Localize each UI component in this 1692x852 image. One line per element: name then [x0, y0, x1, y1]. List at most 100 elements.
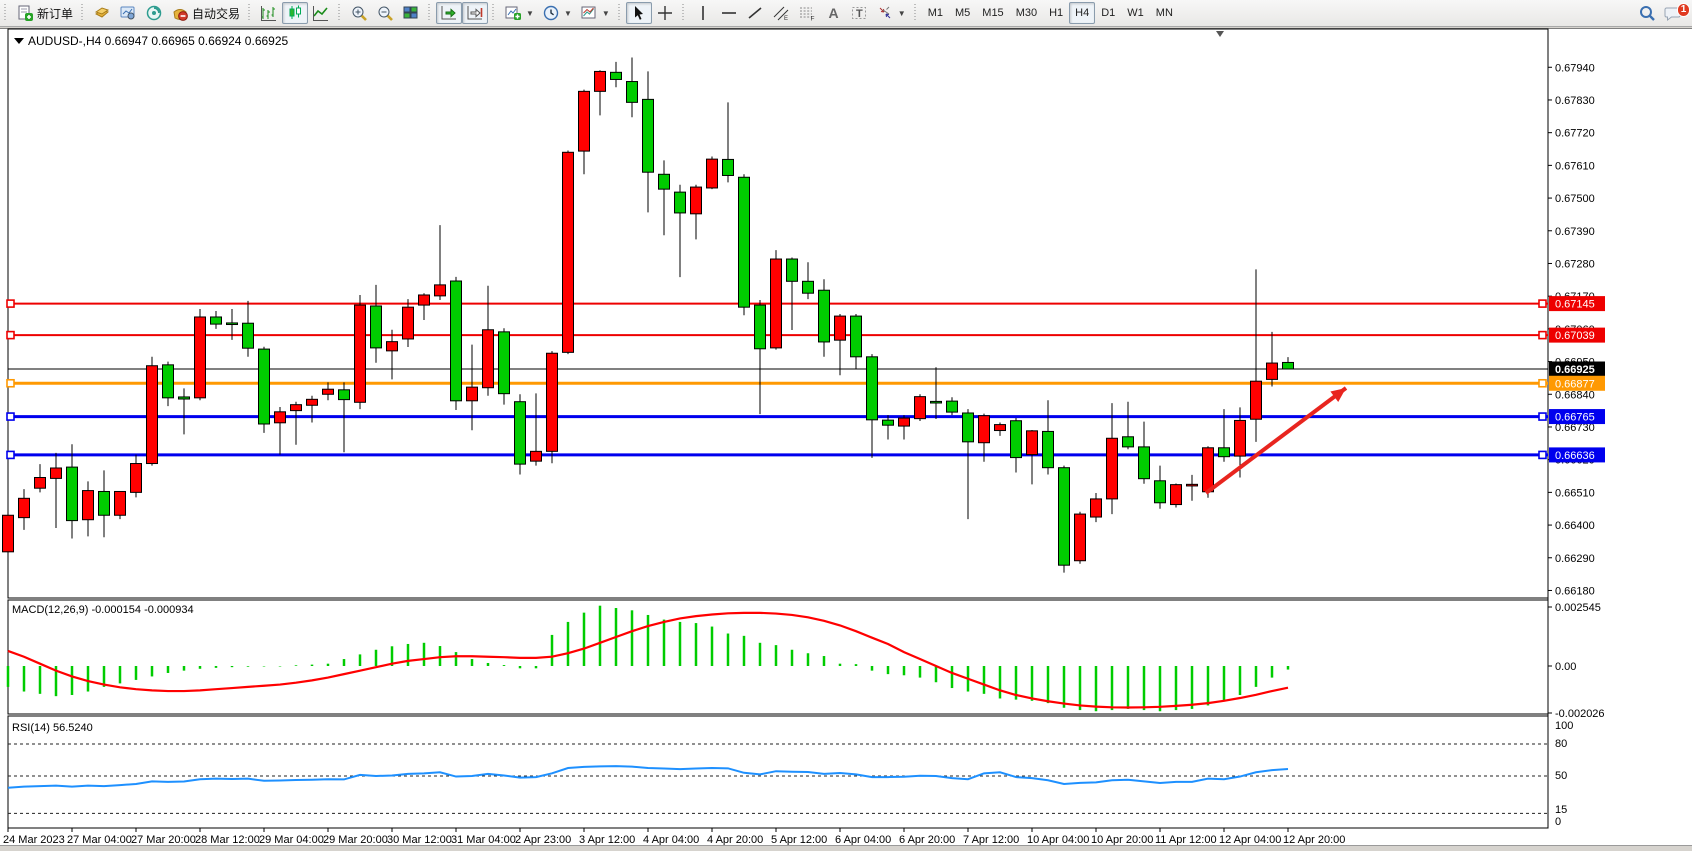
candle-bear — [1042, 430, 1054, 469]
candle-bear — [1058, 467, 1070, 566]
tf-m30-button[interactable]: M30 — [1010, 2, 1043, 24]
date-tick-label: 6 Apr 20:00 — [899, 834, 955, 846]
channel-button[interactable]: E — [768, 2, 794, 24]
candle-bear — [642, 98, 654, 173]
label-button[interactable]: T — [846, 2, 872, 24]
price-axis[interactable]: 0.67940 0.67830 0.67720 0.67610 0.67500 0.673… — [1548, 62, 1595, 597]
line-handle[interactable] — [6, 450, 15, 460]
tf-m30-button-label: M30 — [1015, 7, 1038, 19]
candle-bull — [274, 411, 286, 424]
tf-m15-button[interactable]: M15 — [976, 2, 1009, 24]
candle-bull — [898, 417, 910, 427]
tf-h4-button[interactable]: H4 — [1069, 2, 1096, 24]
chart-window[interactable]: 0.67940 0.67830 0.67720 0.67610 0.67500 0.673… — [0, 28, 1692, 852]
indicators-icon — [505, 6, 522, 20]
line-handle[interactable] — [1538, 412, 1547, 421]
periods-button[interactable]: ▼ — [538, 2, 576, 24]
candle-bull — [50, 467, 62, 479]
auto-scroll-button[interactable] — [436, 2, 463, 24]
candle-bear — [850, 315, 862, 358]
search-button[interactable] — [1634, 2, 1660, 24]
line-handle[interactable] — [1538, 378, 1547, 388]
macd-axis[interactable]: 0.002545 0.00 -0.002026 — [1548, 602, 1605, 720]
line-handle[interactable] — [6, 412, 15, 421]
zoom-out-button[interactable] — [372, 2, 398, 24]
chart-shift-marker[interactable] — [1216, 31, 1224, 37]
charts-button[interactable] — [115, 2, 141, 24]
candle-bear — [258, 348, 270, 425]
line-handle[interactable] — [6, 330, 15, 340]
price-tick-label: 0.67830 — [1555, 95, 1595, 107]
rsi-axis[interactable]: 100 80 50 150 — [1555, 720, 1573, 828]
indicators-button[interactable]: ▼ — [500, 2, 538, 24]
svg-text:A: A — [828, 5, 838, 21]
candle-bear — [1218, 447, 1230, 458]
toolbar-group-grip — [913, 4, 919, 22]
price-badge — [1549, 327, 1605, 343]
cursor-icon — [634, 6, 643, 20]
autoscroll-icon — [441, 6, 457, 20]
candle-bull — [114, 490, 126, 516]
zoom-in-icon — [352, 6, 367, 21]
tf-mn-button[interactable]: MN — [1150, 2, 1179, 24]
candle-bear — [1282, 361, 1294, 370]
tile-windows-button[interactable] — [398, 2, 424, 24]
tf-d1-button[interactable]: D1 — [1095, 2, 1121, 24]
candle-chart-button[interactable] — [282, 2, 309, 24]
chart-shift-button[interactable] — [462, 2, 489, 24]
macd-tick-label: 0.00 — [1555, 661, 1576, 673]
toolbar-group-grip — [81, 4, 87, 22]
vline-button[interactable] — [690, 2, 716, 24]
candle-bull — [290, 404, 302, 412]
line-handle[interactable] — [1538, 330, 1547, 340]
candle-bull — [706, 158, 718, 189]
candle-bull — [1250, 380, 1262, 420]
autotrade-button[interactable]: 自动交易 — [167, 2, 244, 24]
arrows-button[interactable]: ▼ — [872, 2, 910, 24]
text-button[interactable]: A — [820, 2, 846, 24]
line-handle[interactable] — [1538, 450, 1547, 460]
macd-tick-label: 0.002545 — [1555, 602, 1601, 614]
chart-context-arrow[interactable] — [14, 38, 24, 44]
price-badge-label: 0.67145 — [1555, 299, 1595, 311]
vline-icon — [701, 6, 704, 20]
dropdown-arrow-icon: ▼ — [601, 8, 610, 18]
hline-button[interactable] — [716, 2, 742, 24]
macd-pane[interactable] — [7, 599, 1549, 715]
line-handle[interactable] — [6, 299, 15, 308]
line-handle[interactable] — [6, 378, 15, 388]
rsi-tick-label: 50 — [1555, 770, 1567, 782]
date-tick-label: 27 Mar 04:00 — [67, 834, 132, 846]
horizontal-line-object[interactable]: 0.66636 — [6, 447, 1605, 463]
tf-m1-button[interactable]: M1 — [922, 2, 949, 24]
price-badge-label: 0.67039 — [1555, 330, 1595, 342]
zoom-in-button[interactable] — [346, 2, 372, 24]
quotes-button[interactable] — [89, 2, 115, 24]
fibonacci-button[interactable]: F — [794, 2, 820, 24]
trend-arrow-object[interactable] — [1204, 386, 1348, 495]
trendline-button[interactable] — [742, 2, 768, 24]
price-tick-label: 0.66840 — [1555, 389, 1595, 401]
templates-button[interactable]: ▼ — [576, 2, 614, 24]
macd-label: MACD(12,26,9) -0.000154 -0.000934 — [12, 604, 194, 616]
candle-bull — [1170, 484, 1182, 506]
candle-bull — [1026, 430, 1038, 456]
templates-icon — [581, 6, 596, 19]
candle-bull — [402, 306, 414, 340]
bar-chart-button[interactable] — [256, 2, 282, 24]
line-handle[interactable] — [1538, 299, 1547, 308]
date-tick-label: 29 Mar 20:00 — [323, 834, 388, 846]
tf-m5-button[interactable]: M5 — [949, 2, 976, 24]
date-tick-label: 30 Mar 12:00 — [387, 834, 452, 846]
candle-bear — [450, 280, 462, 402]
date-tick-label: 11 Apr 12:00 — [1155, 834, 1217, 846]
date-axis[interactable]: 24 Mar 2023 27 Mar 04:00 27 Mar 20:00 28 Ma… — [3, 828, 1345, 846]
tf-w1-button[interactable]: W1 — [1121, 2, 1150, 24]
line-chart-button[interactable] — [308, 2, 334, 24]
new-order-button[interactable]: 新订单 — [12, 2, 77, 24]
crosshair-button[interactable] — [652, 2, 678, 24]
tf-h1-button[interactable]: H1 — [1043, 2, 1069, 24]
navigator-button[interactable] — [141, 2, 167, 24]
cursor-button[interactable] — [625, 2, 652, 24]
